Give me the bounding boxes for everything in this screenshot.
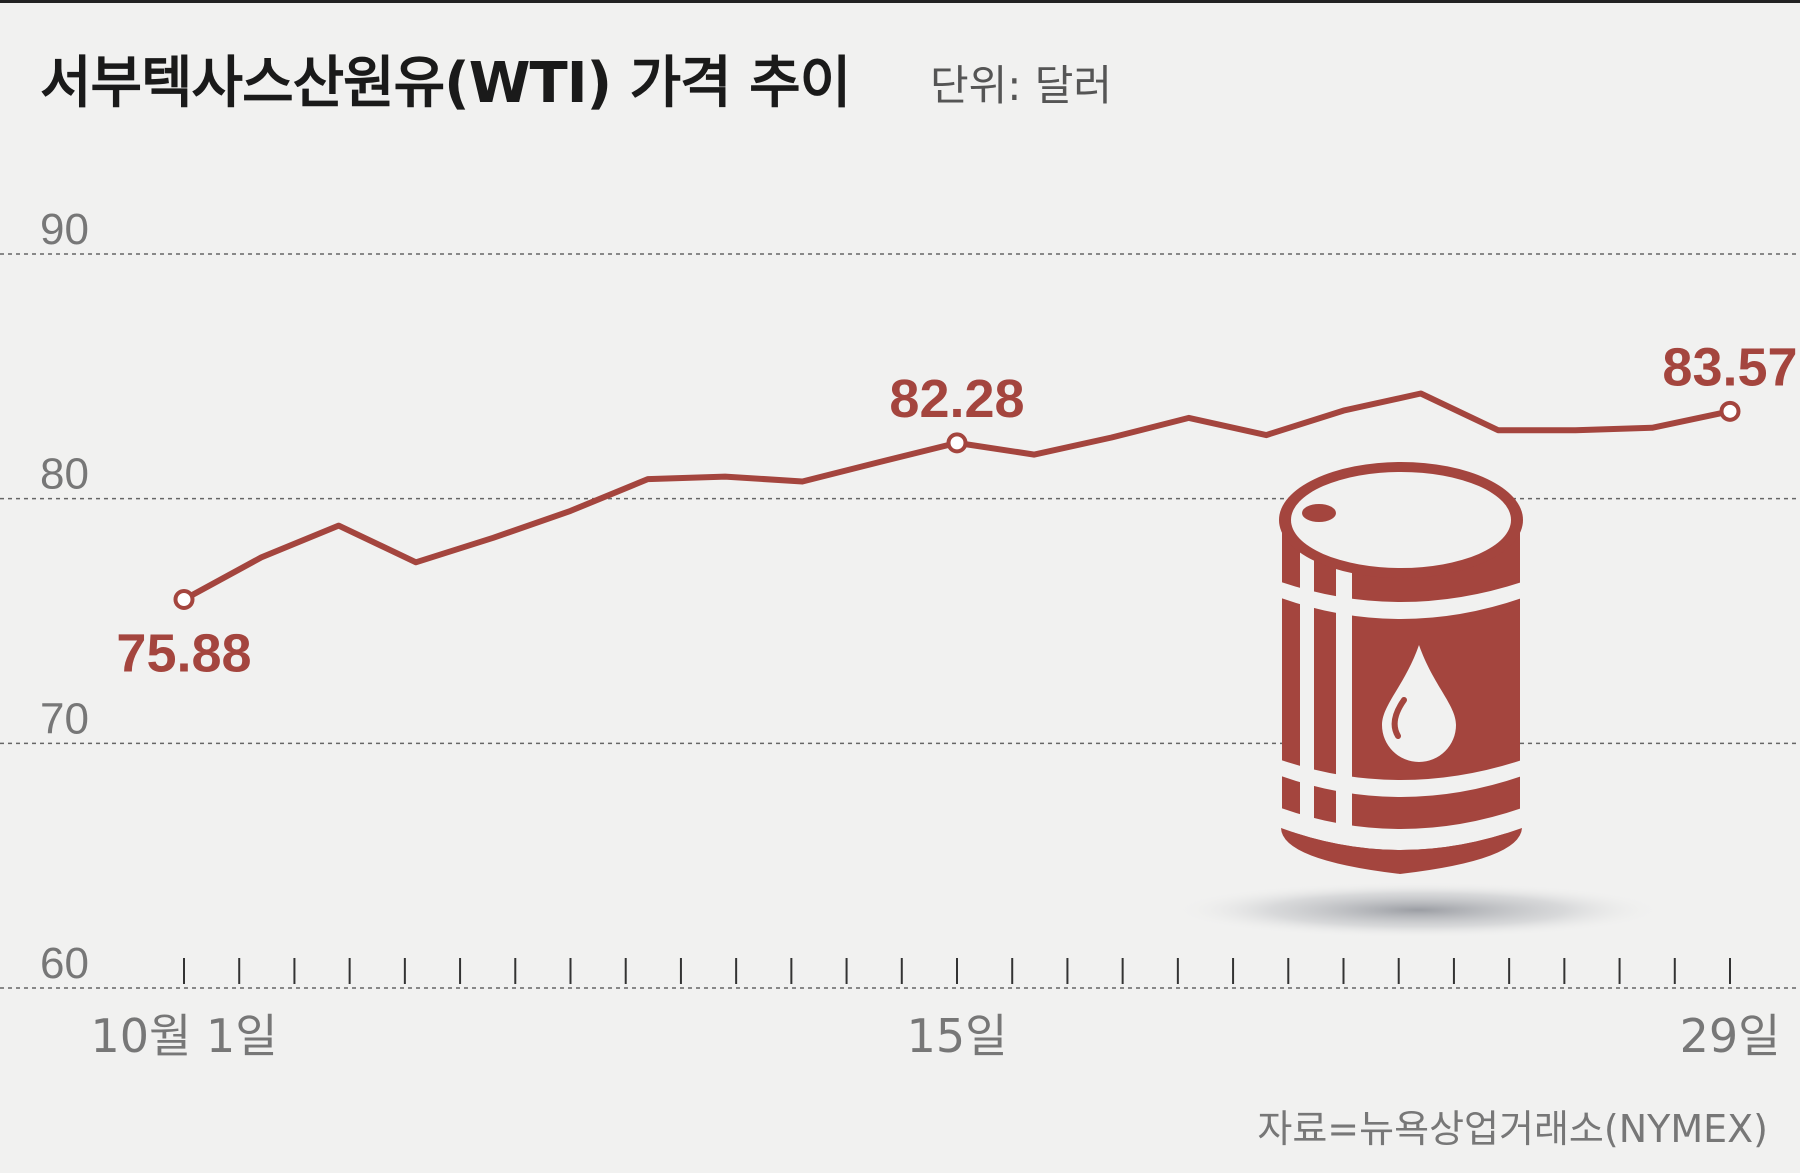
data-point-marker <box>173 588 195 610</box>
y-tick-label-80: 80 <box>40 450 89 499</box>
barrel-stripe-left <box>1300 545 1314 832</box>
data-label: 83.57 <box>1662 337 1797 397</box>
top-border <box>0 0 1800 3</box>
barrel-bottom-base <box>1281 828 1522 874</box>
oil-drop-icon <box>1382 645 1456 762</box>
oil-barrel-icon <box>1173 462 1663 938</box>
oil-drop-highlight <box>1391 697 1407 739</box>
data-point-marker <box>946 432 968 454</box>
y-tick-label-90: 90 <box>40 205 89 254</box>
barrel-stripe-right <box>1336 555 1352 840</box>
barrel-lid-top <box>1291 472 1511 568</box>
barrel-bottom-rim <box>1281 808 1522 850</box>
grid-lines <box>0 253 1800 989</box>
data-labels: 75.88 82.28 83.57 <box>116 337 1797 683</box>
x-axis-ticks: 10월 1일 15일 29일 <box>90 958 1780 1063</box>
data-label: 82.28 <box>889 369 1024 429</box>
unit-label: 단위: 달러 <box>930 61 1113 110</box>
x-tick-label: 15일 <box>907 1009 1008 1063</box>
x-tick-label: 10월 1일 <box>90 1009 277 1063</box>
data-label: 75.88 <box>116 623 251 683</box>
y-axis-ticks: 60 70 80 90 <box>40 205 89 988</box>
data-markers <box>173 400 1741 610</box>
x-tick-label: 29일 <box>1680 1009 1781 1063</box>
data-point-marker <box>1719 400 1741 422</box>
barrel-shadow <box>1173 882 1663 938</box>
y-tick-label-60: 60 <box>40 939 89 988</box>
y-tick-label-70: 70 <box>40 694 89 743</box>
barrel-bung <box>1302 504 1336 522</box>
source-note: 자료=뉴욕상업거래소(NYMEX) <box>1257 1107 1768 1151</box>
chart-title: 서부텍사스산원유(WTI) 가격 추이 <box>40 51 851 116</box>
